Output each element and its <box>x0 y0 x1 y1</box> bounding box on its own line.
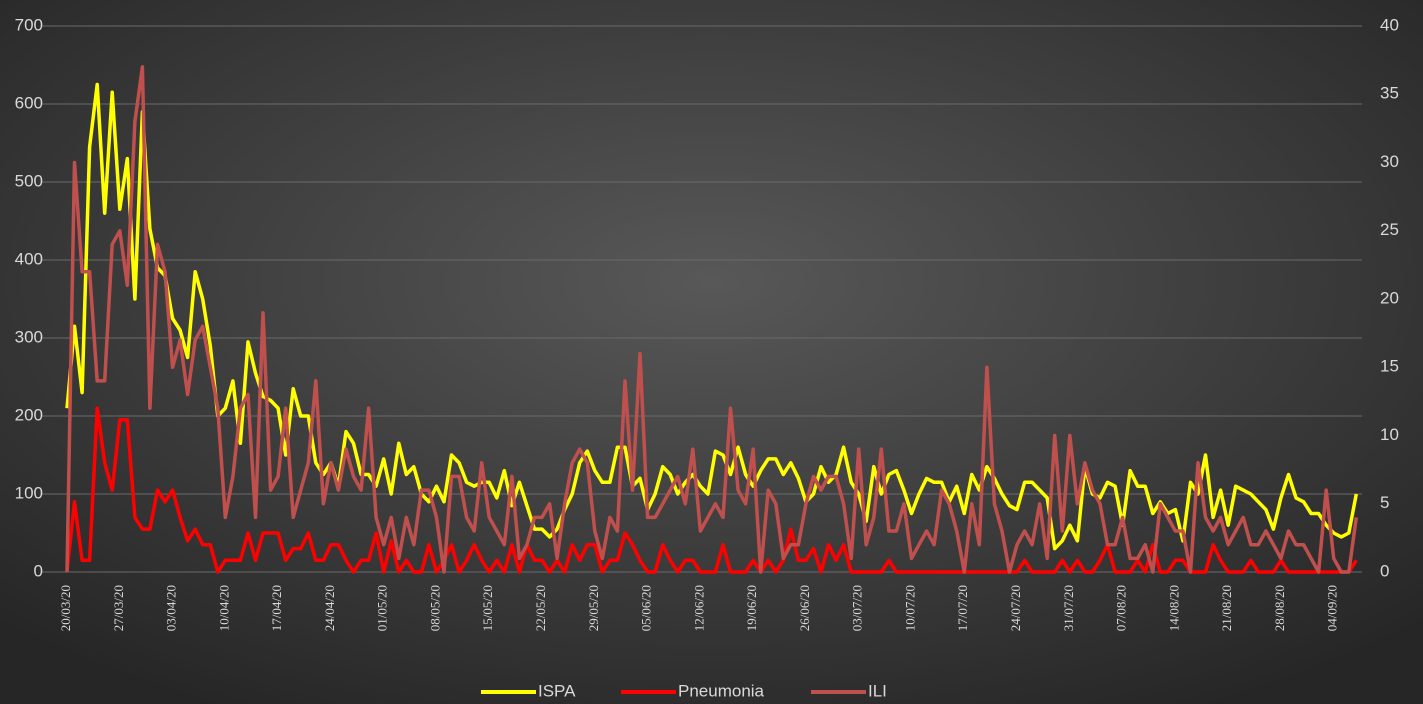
x-tick-label: 19/06/20 <box>744 585 759 631</box>
x-tick-label: 17/07/20 <box>955 585 970 631</box>
x-tick-label: 08/05/20 <box>427 585 442 631</box>
x-tick-label: 24/04/20 <box>322 585 337 631</box>
x-tick-label: 01/05/20 <box>375 585 390 631</box>
y2-tick-label: 25 <box>1380 220 1399 239</box>
x-tick-label: 22/05/20 <box>533 585 548 631</box>
x-tick-label: 07/08/20 <box>1114 585 1129 631</box>
x-tick-label: 10/07/20 <box>902 585 917 631</box>
y2-tick-label: 10 <box>1380 425 1399 444</box>
legend-label: Pneumonia <box>678 681 765 700</box>
x-tick-label: 14/08/20 <box>1166 585 1181 631</box>
x-tick-label: 03/04/20 <box>164 585 179 631</box>
x-tick-label: 26/06/20 <box>797 585 812 631</box>
y-tick-label: 300 <box>15 327 43 346</box>
x-tick-label: 17/04/20 <box>269 585 284 631</box>
y2-tick-label: 15 <box>1380 357 1399 376</box>
y2-tick-label: 20 <box>1380 288 1399 307</box>
y2-tick-label: 30 <box>1380 152 1399 171</box>
x-tick-label: 12/06/20 <box>691 585 706 631</box>
y2-tick-label: 5 <box>1380 493 1389 512</box>
x-tick-label: 15/05/20 <box>480 585 495 631</box>
y-tick-label: 200 <box>15 405 43 424</box>
series-line <box>65 65 1359 574</box>
x-tick-label: 29/05/20 <box>586 585 601 631</box>
y-tick-label: 400 <box>15 249 43 268</box>
x-tick-label: 21/08/20 <box>1219 585 1234 631</box>
x-tick-label: 03/07/20 <box>850 585 865 631</box>
y-tick-label: 500 <box>15 171 43 190</box>
x-tick-label: 05/06/20 <box>639 585 654 631</box>
y-tick-label: 600 <box>15 93 43 112</box>
x-tick-label: 28/08/20 <box>1272 585 1287 631</box>
legend-label: ISPA <box>538 681 576 700</box>
y-tick-label: 100 <box>15 483 43 502</box>
y-tick-label: 700 <box>15 15 43 34</box>
y2-tick-label: 0 <box>1380 561 1389 580</box>
x-tick-label: 31/07/20 <box>1061 585 1076 631</box>
x-tick-label: 10/04/20 <box>216 585 231 631</box>
x-tick-label: 27/03/20 <box>111 585 126 631</box>
y2-tick-label: 35 <box>1380 84 1399 103</box>
series-line <box>65 406 1358 574</box>
legend-label: ILI <box>868 681 887 700</box>
x-tick-label: 04/09/20 <box>1325 585 1340 631</box>
y-tick-label: 0 <box>34 561 43 580</box>
x-tick-label: 24/07/20 <box>1008 585 1023 631</box>
x-tick-label: 20/03/20 <box>58 585 73 631</box>
y2-tick-label: 40 <box>1380 15 1399 34</box>
